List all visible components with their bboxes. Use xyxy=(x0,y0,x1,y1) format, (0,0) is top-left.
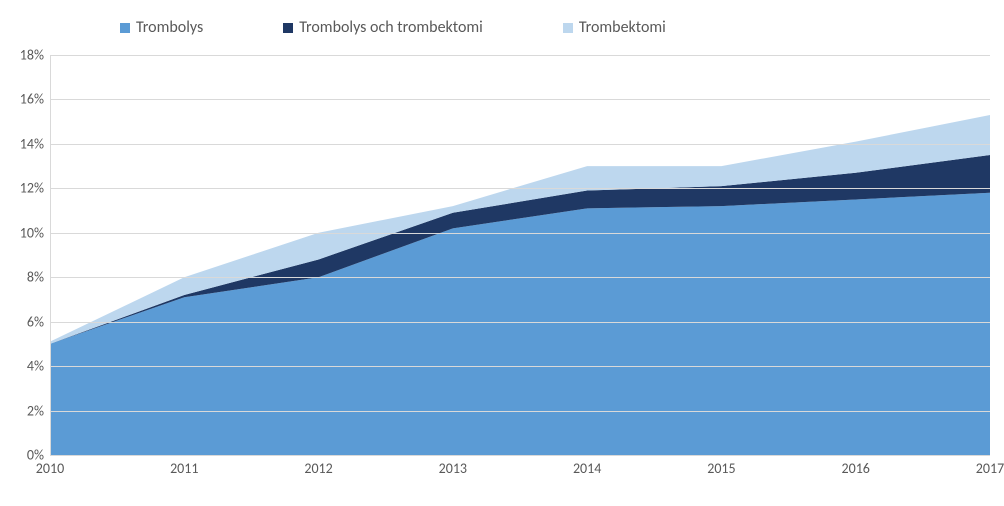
y-tick-label: 4% xyxy=(27,358,44,375)
gridline xyxy=(50,233,990,234)
gridline xyxy=(50,99,990,100)
legend-label: Trombolys och trombektomi xyxy=(299,18,483,37)
plot-area: 0%2%4%6%8%10%12%14%16%18% xyxy=(50,55,990,455)
x-tick-label: 2013 xyxy=(439,460,467,477)
gridline xyxy=(50,411,990,412)
x-tick-label: 2016 xyxy=(842,460,870,477)
y-tick-label: 10% xyxy=(20,224,44,241)
x-tick-label: 2010 xyxy=(36,460,64,477)
legend-item: Trombektomi xyxy=(563,18,666,37)
gridline xyxy=(50,277,990,278)
x-tick-label: 2012 xyxy=(304,460,332,477)
y-tick-label: 2% xyxy=(27,402,44,419)
y-tick-label: 16% xyxy=(20,91,44,108)
legend-swatch-2 xyxy=(563,23,573,33)
legend-label: Trombolys xyxy=(136,18,203,37)
x-tick-label: 2011 xyxy=(170,460,198,477)
y-tick-label: 18% xyxy=(20,47,44,64)
gridline xyxy=(50,55,990,56)
y-tick-label: 6% xyxy=(27,313,44,330)
area-svg xyxy=(50,55,990,455)
legend-label: Trombektomi xyxy=(579,18,666,37)
gridline xyxy=(50,144,990,145)
gridline xyxy=(50,322,990,323)
legend-swatch-1 xyxy=(283,23,293,33)
gridline xyxy=(50,366,990,367)
legend: Trombolys Trombolys och trombektomi Trom… xyxy=(120,18,964,37)
legend-swatch-0 xyxy=(120,23,130,33)
x-tick-label: 2014 xyxy=(573,460,601,477)
gridline xyxy=(50,455,990,456)
gridline xyxy=(50,188,990,189)
legend-item: Trombolys och trombektomi xyxy=(283,18,483,37)
x-tick-label: 2017 xyxy=(976,460,1004,477)
x-tick-label: 2015 xyxy=(707,460,735,477)
y-tick-label: 12% xyxy=(20,180,44,197)
y-tick-label: 8% xyxy=(27,269,44,286)
x-axis-labels: 20102011201220132014201520162017 xyxy=(50,460,990,480)
y-tick-label: 14% xyxy=(20,135,44,152)
legend-item: Trombolys xyxy=(120,18,203,37)
stacked-area-chart: Trombolys Trombolys och trombektomi Trom… xyxy=(0,0,1004,506)
